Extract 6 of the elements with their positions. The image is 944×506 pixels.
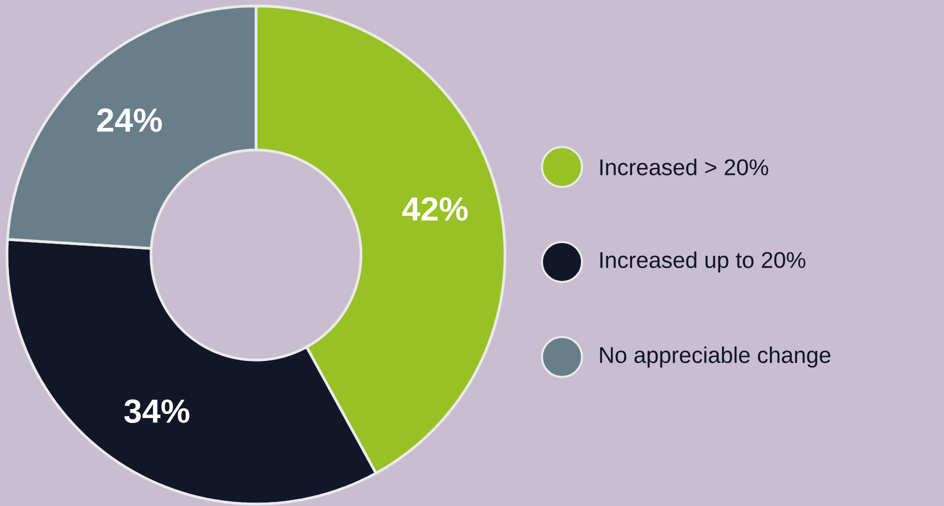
legend-label: Increased > 20% — [600, 158, 768, 176]
data-label: 34% — [124, 399, 190, 424]
data-label: 24% — [97, 108, 162, 132]
legend-label: Increased up to 20% — [600, 251, 806, 273]
data-label: 42% — [402, 197, 468, 221]
legend-label: No appreciable change — [600, 346, 830, 368]
